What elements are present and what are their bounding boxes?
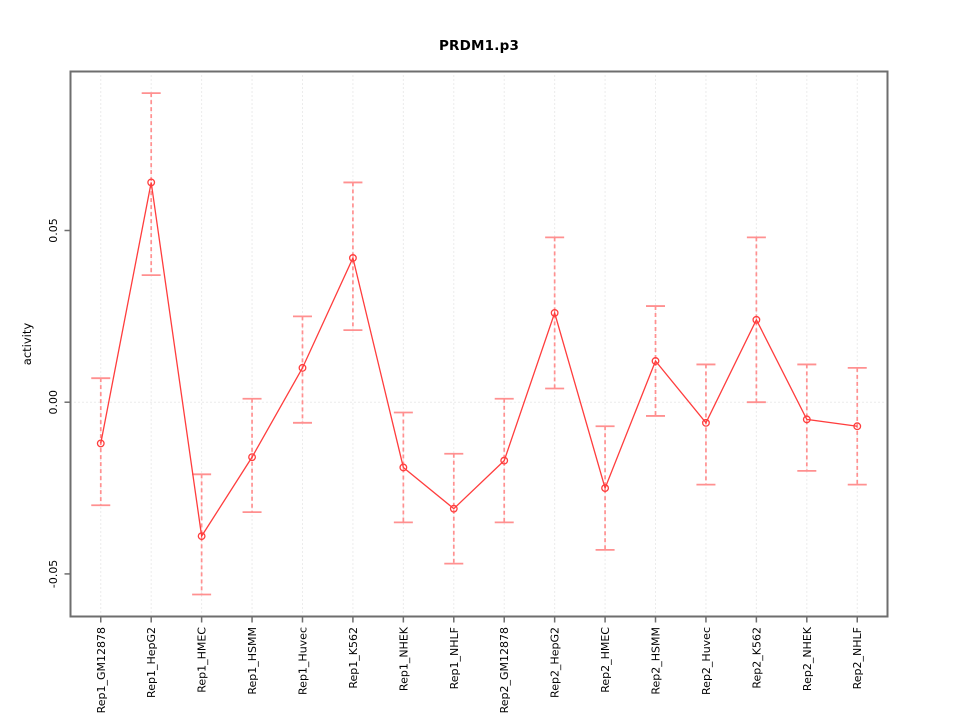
y-tick-label: 0.05 (47, 218, 60, 243)
x-tick-label: Rep1_HMEC (196, 627, 209, 693)
x-tick-label: Rep1_K562 (347, 627, 360, 689)
data-point-marker (147, 178, 156, 187)
x-tick-label: Rep1_NHEK (397, 626, 410, 691)
data-point-marker (601, 484, 610, 493)
plot-border (69, 70, 889, 618)
chart-title: PRDM1.p3 (438, 38, 520, 54)
data-point-marker (853, 422, 862, 431)
data-point-marker (298, 363, 307, 372)
x-tick-label: Rep1_GM12878 (95, 627, 108, 713)
y-tick-label: -0.05 (47, 560, 60, 588)
x-tick-label: Rep2_HMEC (599, 627, 612, 693)
data-point-marker (197, 532, 206, 541)
y-tick-label: 0.00 (47, 390, 60, 415)
data-point-marker (651, 357, 660, 365)
x-tick-label: Rep2_HSMM (650, 627, 663, 695)
data-point-marker (701, 418, 710, 427)
data-point-marker (248, 453, 257, 462)
data-point-marker (449, 504, 458, 513)
data-point-marker (802, 415, 811, 424)
data-point-marker (550, 308, 559, 317)
x-tick-label: Rep2_Huvec (700, 627, 713, 695)
series-line (100, 182, 858, 538)
data-point-marker (500, 456, 509, 465)
data-point-marker (399, 463, 408, 472)
x-tick-label: Rep2_NHLF (851, 627, 864, 689)
x-tick-label: Rep1_Huvec (296, 627, 309, 695)
x-tick-label: Rep2_GM12878 (498, 627, 511, 713)
x-tick-label: Rep2_NHEK (801, 626, 814, 691)
x-tick-label: Rep1_NHLF (448, 627, 461, 689)
data-point-marker (348, 254, 357, 262)
data-point-marker (752, 315, 761, 324)
x-tick-label: Rep2_HepG2 (549, 627, 562, 698)
x-tick-label: Rep2_K562 (750, 627, 763, 689)
data-point-marker (96, 439, 105, 448)
x-tick-label: Rep1_HepG2 (145, 627, 158, 698)
x-tick-label: Rep1_HSMM (246, 627, 259, 695)
